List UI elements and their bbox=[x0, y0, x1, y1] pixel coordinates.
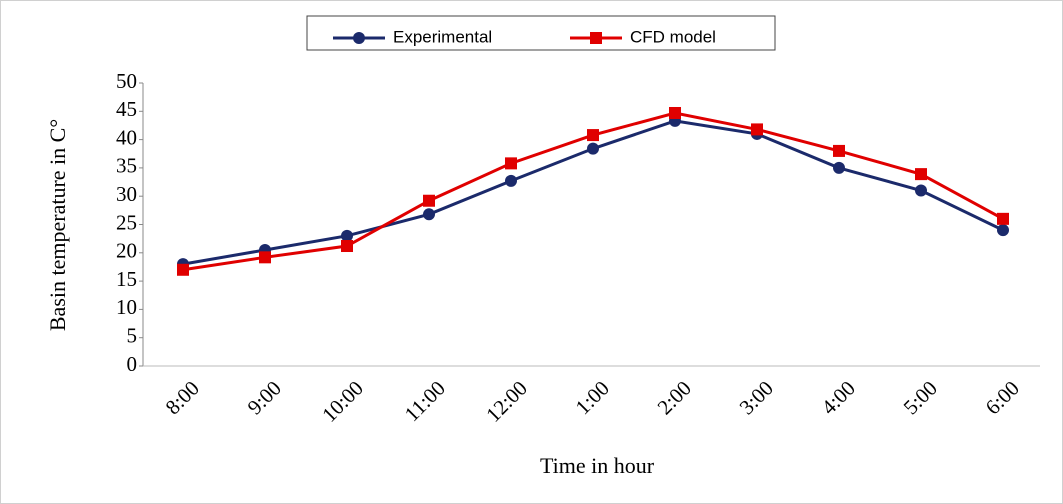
legend-label: CFD model bbox=[630, 27, 716, 46]
legend-marker bbox=[353, 32, 365, 44]
data-point bbox=[833, 144, 845, 157]
data-point bbox=[341, 229, 353, 242]
y-tick-label: 30 bbox=[116, 182, 137, 206]
data-point bbox=[915, 168, 927, 181]
data-point bbox=[505, 157, 517, 170]
data-point bbox=[751, 123, 763, 136]
legend-box bbox=[306, 15, 776, 51]
data-point bbox=[259, 251, 271, 264]
data-point bbox=[587, 142, 599, 155]
data-point bbox=[587, 129, 599, 142]
x-axis-title: Time in hour bbox=[540, 453, 655, 478]
y-tick-label: 35 bbox=[116, 154, 137, 178]
y-tick-label: 0 bbox=[127, 352, 138, 376]
y-tick-label: 5 bbox=[127, 324, 138, 348]
y-tick-label: 50 bbox=[116, 69, 137, 93]
y-tick-label: 40 bbox=[116, 125, 137, 149]
data-point bbox=[341, 240, 353, 253]
data-point bbox=[997, 224, 1009, 237]
y-tick-label: 45 bbox=[116, 97, 137, 121]
data-point bbox=[997, 212, 1009, 225]
data-point bbox=[423, 194, 435, 207]
y-axis-title: Basin temperature in C° bbox=[45, 119, 70, 331]
data-point bbox=[833, 161, 845, 174]
y-tick-label: 10 bbox=[116, 295, 137, 319]
data-point bbox=[915, 184, 927, 197]
y-tick-label: 20 bbox=[116, 239, 137, 263]
data-point bbox=[669, 106, 681, 119]
legend-marker bbox=[590, 32, 602, 44]
data-point bbox=[423, 208, 435, 221]
y-tick-label: 15 bbox=[116, 267, 137, 291]
legend-label: Experimental bbox=[393, 27, 492, 46]
data-point bbox=[505, 174, 517, 187]
y-tick-label: 25 bbox=[116, 210, 137, 234]
data-point bbox=[177, 263, 189, 276]
